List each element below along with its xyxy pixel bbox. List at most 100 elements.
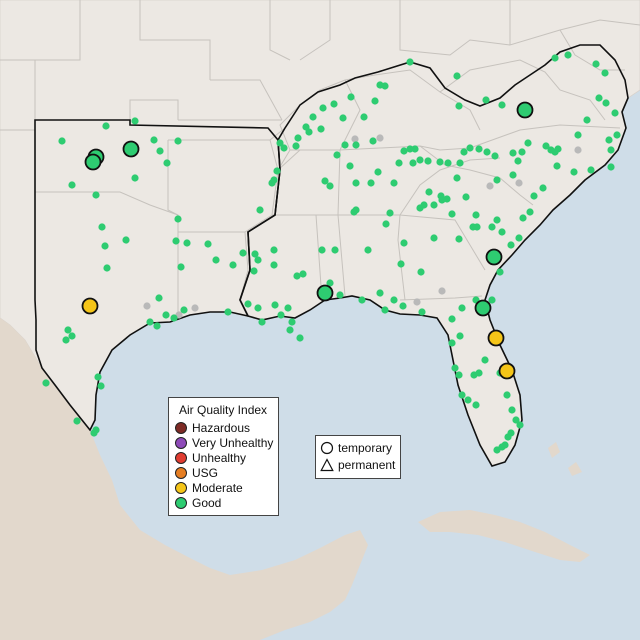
monitor-good[interactable] bbox=[101, 242, 109, 250]
monitor-good[interactable] bbox=[150, 136, 158, 144]
monitor-good[interactable] bbox=[381, 82, 389, 90]
monitor-good[interactable] bbox=[347, 93, 355, 101]
monitor-good[interactable] bbox=[369, 137, 377, 145]
monitor-good[interactable] bbox=[456, 159, 464, 167]
monitor-good[interactable] bbox=[448, 315, 456, 323]
monitor-good[interactable] bbox=[280, 144, 288, 152]
monitor-good[interactable] bbox=[258, 318, 266, 326]
monitor-good[interactable] bbox=[448, 339, 456, 347]
monitor-good[interactable] bbox=[309, 113, 317, 121]
monitor-good[interactable] bbox=[436, 158, 444, 166]
monitor-good[interactable] bbox=[481, 356, 489, 364]
monitor-good[interactable] bbox=[286, 326, 294, 334]
monitor-good[interactable] bbox=[326, 182, 334, 190]
monitor-good[interactable] bbox=[292, 142, 300, 150]
monitor-good[interactable] bbox=[68, 181, 76, 189]
monitor-good[interactable] bbox=[472, 211, 480, 219]
monitor-good[interactable] bbox=[174, 215, 182, 223]
monitor-good[interactable] bbox=[276, 139, 284, 147]
monitor-good[interactable] bbox=[296, 334, 304, 342]
monitor-good[interactable] bbox=[430, 201, 438, 209]
monitor-good[interactable] bbox=[155, 294, 163, 302]
monitor-good[interactable] bbox=[341, 141, 349, 149]
monitor-good[interactable] bbox=[42, 379, 50, 387]
monitor-good[interactable] bbox=[103, 264, 111, 272]
monitor-good[interactable] bbox=[425, 188, 433, 196]
monitor-good[interactable] bbox=[374, 168, 382, 176]
monitor-good[interactable] bbox=[564, 51, 572, 59]
monitor-good[interactable] bbox=[250, 267, 258, 275]
monitor-good[interactable] bbox=[507, 241, 515, 249]
monitor-good[interactable] bbox=[367, 179, 375, 187]
monitor-good[interactable] bbox=[466, 144, 474, 152]
monitor-good[interactable] bbox=[317, 125, 325, 133]
monitor-good[interactable] bbox=[270, 246, 278, 254]
monitor-good[interactable] bbox=[336, 291, 344, 299]
monitor-good[interactable] bbox=[270, 261, 278, 269]
monitor-good[interactable] bbox=[508, 406, 516, 414]
monitor-good[interactable] bbox=[516, 421, 524, 429]
monitor-no-data[interactable] bbox=[191, 304, 199, 312]
monitor-good[interactable] bbox=[180, 306, 188, 314]
monitor-good[interactable] bbox=[382, 220, 390, 228]
monitor-no-data[interactable] bbox=[486, 182, 494, 190]
monitor-good[interactable] bbox=[455, 235, 463, 243]
monitor-good[interactable] bbox=[524, 139, 532, 147]
monitor-good[interactable] bbox=[607, 146, 615, 154]
monitor-good[interactable] bbox=[98, 223, 106, 231]
monitor-good[interactable] bbox=[613, 131, 621, 139]
monitor-good[interactable] bbox=[183, 239, 191, 247]
monitor-good[interactable] bbox=[411, 145, 419, 153]
monitor-good[interactable] bbox=[526, 208, 534, 216]
monitor-good[interactable] bbox=[399, 302, 407, 310]
monitor-good[interactable] bbox=[539, 184, 547, 192]
monitor-good[interactable] bbox=[224, 308, 232, 316]
monitor-good[interactable] bbox=[444, 159, 452, 167]
monitor-good[interactable] bbox=[73, 417, 81, 425]
temporary-site-good[interactable] bbox=[84, 153, 102, 171]
temporary-site-good[interactable] bbox=[485, 248, 503, 266]
monitor-good[interactable] bbox=[475, 369, 483, 377]
monitor-good[interactable] bbox=[458, 391, 466, 399]
monitor-good[interactable] bbox=[455, 102, 463, 110]
monitor-good[interactable] bbox=[473, 223, 481, 231]
monitor-good[interactable] bbox=[352, 141, 360, 149]
monitor-good[interactable] bbox=[420, 201, 428, 209]
monitor-no-data[interactable] bbox=[351, 135, 359, 143]
monitor-good[interactable] bbox=[530, 192, 538, 200]
monitor-good[interactable] bbox=[498, 101, 506, 109]
temporary-site-good[interactable] bbox=[122, 140, 140, 158]
monitor-no-data[interactable] bbox=[574, 146, 582, 154]
monitor-good[interactable] bbox=[390, 179, 398, 187]
monitor-good[interactable] bbox=[358, 296, 366, 304]
monitor-good[interactable] bbox=[607, 163, 615, 171]
monitor-good[interactable] bbox=[455, 371, 463, 379]
monitor-good[interactable] bbox=[62, 336, 70, 344]
temporary-site-moderate[interactable] bbox=[81, 297, 99, 315]
monitor-no-data[interactable] bbox=[143, 302, 151, 310]
monitor-good[interactable] bbox=[453, 174, 461, 182]
monitor-good[interactable] bbox=[156, 147, 164, 155]
monitor-good[interactable] bbox=[146, 318, 154, 326]
monitor-good[interactable] bbox=[326, 279, 334, 287]
monitor-good[interactable] bbox=[472, 401, 480, 409]
monitor-good[interactable] bbox=[475, 145, 483, 153]
monitor-good[interactable] bbox=[583, 116, 591, 124]
monitor-good[interactable] bbox=[254, 256, 262, 264]
monitor-good[interactable] bbox=[482, 96, 490, 104]
monitor-good[interactable] bbox=[273, 167, 281, 175]
monitor-good[interactable] bbox=[364, 246, 372, 254]
temporary-site-moderate[interactable] bbox=[487, 329, 505, 347]
monitor-good[interactable] bbox=[174, 137, 182, 145]
monitor-good[interactable] bbox=[64, 326, 72, 334]
monitor-good[interactable] bbox=[574, 131, 582, 139]
monitor-good[interactable] bbox=[448, 210, 456, 218]
monitor-good[interactable] bbox=[204, 240, 212, 248]
monitor-good[interactable] bbox=[244, 300, 252, 308]
monitor-good[interactable] bbox=[611, 109, 619, 117]
monitor-good[interactable] bbox=[601, 69, 609, 77]
monitor-good[interactable] bbox=[163, 159, 171, 167]
monitor-good[interactable] bbox=[592, 60, 600, 68]
monitor-good[interactable] bbox=[305, 128, 313, 136]
monitor-good[interactable] bbox=[496, 268, 504, 276]
